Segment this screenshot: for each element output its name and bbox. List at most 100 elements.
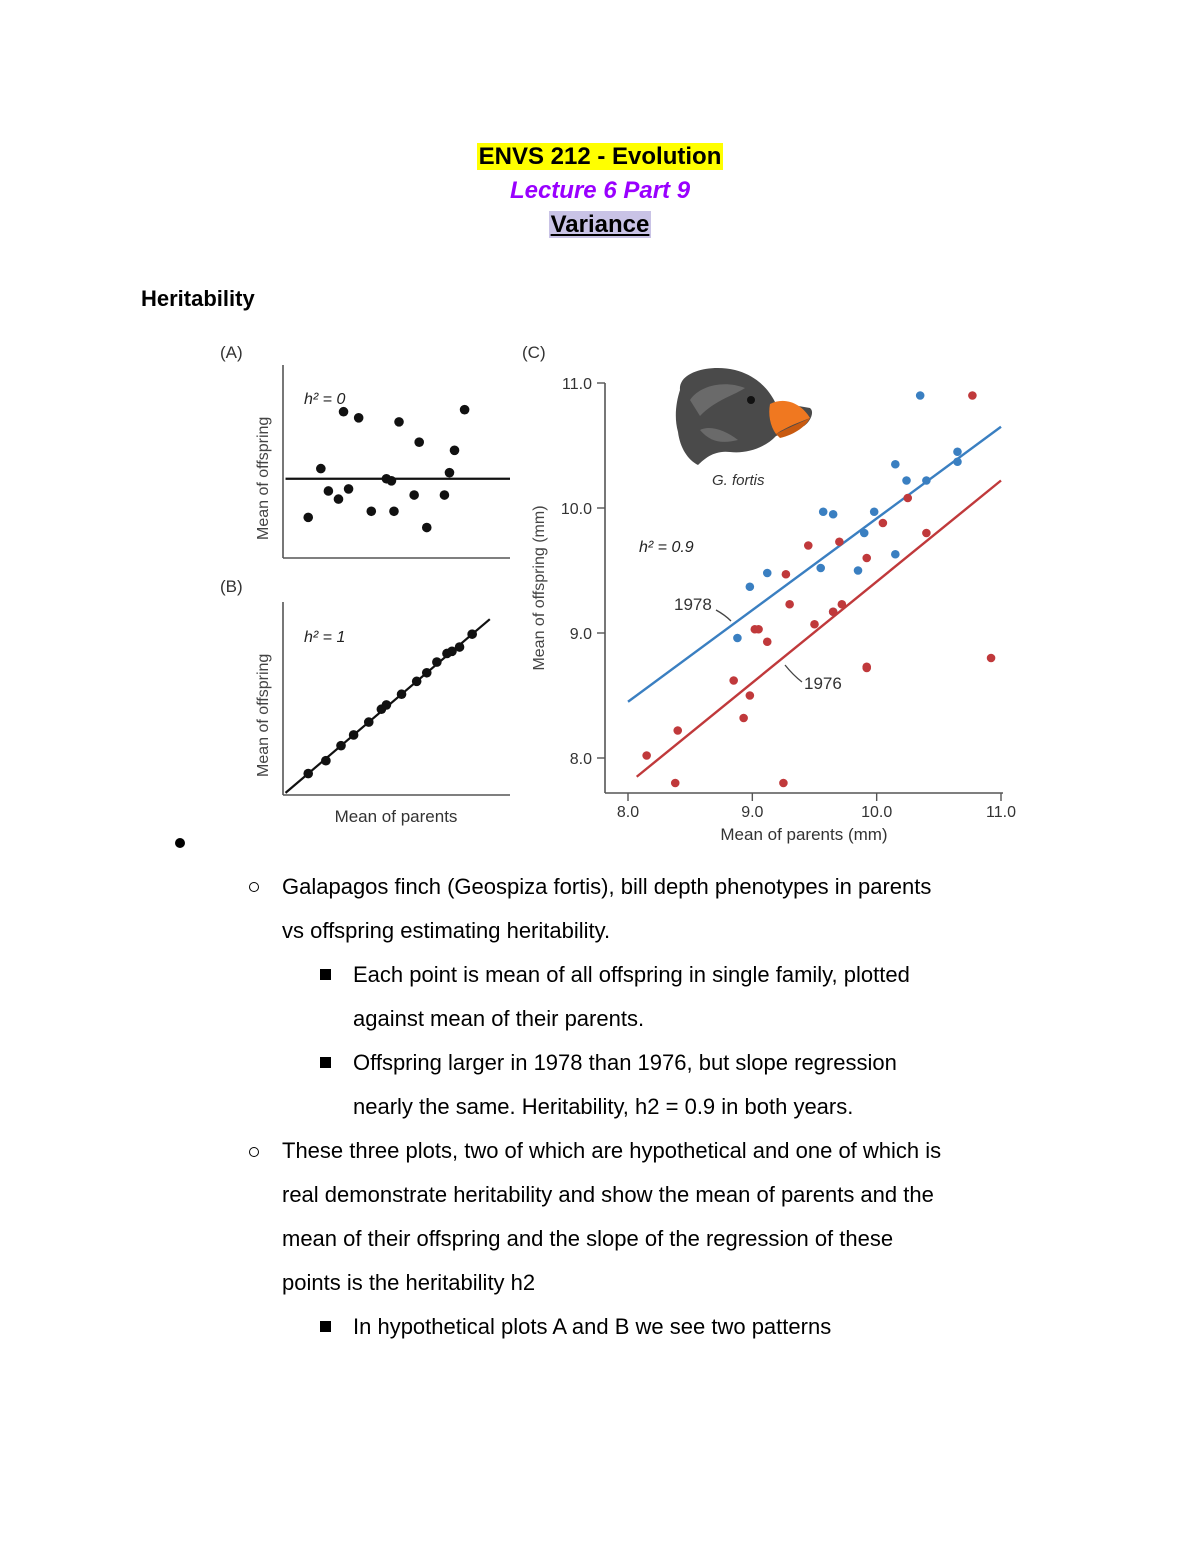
series-1978-point	[891, 459, 900, 469]
series-1978-point	[902, 476, 911, 485]
series-1976-point	[803, 541, 813, 550]
panel-a-point	[353, 413, 364, 423]
level2-bullet	[249, 1147, 259, 1157]
series-1976-point	[922, 528, 931, 538]
series-1976-point	[835, 537, 844, 547]
series-1976-point	[828, 607, 838, 617]
series-1976-point	[642, 751, 651, 760]
panel-b-point	[447, 646, 457, 657]
panel-c-xtick-label: 9.0	[741, 804, 763, 821]
panel-a-point	[323, 486, 334, 496]
panel-a-point	[414, 437, 424, 447]
label-1976: 1976	[804, 674, 842, 693]
panel-a-plot	[285, 404, 510, 533]
series-1978-point	[818, 507, 828, 517]
panel-b-plot	[284, 618, 491, 794]
series-1978-point	[953, 457, 962, 467]
panel-a-point	[303, 512, 314, 523]
series-1978-point	[733, 633, 742, 643]
series-1978-point	[762, 568, 772, 578]
panel-b-xlabel: Mean of parents	[335, 807, 458, 826]
heritability-figure: (A) Mean of offspring h² = 0 (B) Mean of…	[210, 330, 1040, 850]
panel-b-point	[396, 689, 407, 700]
panel-c-ylabel: Mean of offspring (mm)	[531, 505, 548, 670]
panel-b-ylabel: Mean of offspring	[255, 654, 272, 777]
panel-b-point	[421, 667, 432, 678]
panel-c: (C) Mean of offspring (mm) Mean of paren…	[522, 343, 1016, 844]
series-1976-point	[903, 493, 913, 503]
panel-a-point	[366, 506, 377, 517]
series-1978-point	[953, 447, 962, 457]
series-1978-regression-line	[627, 425, 1002, 703]
series-1978-point	[915, 391, 925, 400]
panel-c-annotation: h² = 0.9	[639, 539, 694, 556]
panel-c-label: (C)	[522, 343, 546, 362]
panel-b-point	[454, 642, 465, 652]
panel-c-xtick-label: 10.0	[861, 804, 892, 821]
series-1976-point	[670, 778, 680, 788]
series-1978-point	[891, 549, 900, 559]
label-1978: 1978	[674, 595, 712, 614]
level3-bullet	[320, 969, 331, 980]
course-title: ENVS 212 - Evolution	[476, 143, 724, 170]
label-1976-leader	[784, 664, 803, 683]
series-1976-point	[986, 653, 996, 663]
item-1-line-2: vs offspring estimating heritability.	[282, 918, 611, 943]
item-2-line-2: real demonstrate heritability and show t…	[282, 1182, 934, 1207]
panel-a-point	[409, 490, 419, 500]
panel-a-point	[343, 484, 354, 494]
series-1976-point	[729, 676, 738, 685]
level3-bullet	[320, 1321, 331, 1332]
panel-b-point	[303, 768, 314, 779]
course-title-line: ENVS 212 - Evolution	[0, 140, 1200, 174]
section-heading: Heritability	[141, 286, 255, 311]
panel-b-annotation: h² = 1	[304, 629, 345, 646]
series-1978-point	[922, 476, 931, 485]
panel-c-ytick-label: 10.0	[561, 501, 592, 518]
panel-a-point	[394, 417, 404, 427]
panel-c-plot: 8.0 8.0 9.0 9.0 10.0 10.0 11.0 11.0	[561, 376, 1016, 821]
panel-a-point	[444, 467, 455, 478]
panel-b-point	[381, 700, 392, 710]
panel-b-point	[336, 740, 346, 751]
series-1976-point	[862, 553, 872, 563]
panel-c-ytick-label: 9.0	[570, 626, 592, 643]
panel-c-xtick-label: 8.0	[617, 804, 639, 821]
series-1978-point	[853, 566, 863, 575]
item-2-line-3: mean of their offspring and the slope of…	[282, 1226, 894, 1251]
panel-c-ytick-label: 8.0	[570, 751, 592, 768]
panel-b-label: (B)	[220, 577, 243, 596]
panel-b-point	[363, 717, 374, 727]
series-1976-point	[673, 726, 683, 735]
finch-head-illustration	[675, 368, 813, 465]
panel-a-point	[449, 445, 460, 456]
series-1976-point	[968, 391, 977, 400]
series-1976-regression-line	[635, 479, 1002, 778]
series-1976-point	[762, 637, 772, 647]
panel-a-point	[338, 406, 349, 417]
series-1976-point	[745, 691, 755, 700]
series-1976-point	[739, 713, 748, 723]
series-1976-point	[810, 619, 819, 629]
level2-bullet	[249, 882, 259, 892]
series-1976-point	[837, 599, 847, 609]
lecture-title: Lecture 6 Part 9	[509, 177, 691, 204]
panel-b-point	[467, 629, 477, 639]
series-1978-point	[859, 528, 869, 538]
sub-2-line-1: Offspring larger in 1978 than 1976, but …	[353, 1050, 897, 1075]
panel-a-point	[421, 522, 432, 533]
panel-a-point	[439, 490, 450, 500]
panel-b-point	[432, 657, 442, 667]
item-2-line-4: points is the heritability h2	[282, 1270, 536, 1295]
series-1978-point	[745, 582, 755, 592]
panel-a-point	[316, 463, 326, 474]
panel-a-point	[389, 506, 399, 517]
series-1976-point	[785, 599, 794, 609]
panel-a-point	[386, 476, 397, 486]
panel-c-ytick-label: 11.0	[562, 376, 592, 393]
sub-2-line-2: nearly the same. Heritability, h2 = 0.9 …	[353, 1094, 854, 1119]
label-1978-leader	[715, 609, 732, 622]
document-title-block: ENVS 212 - Evolution Lecture 6 Part 9 Va…	[0, 140, 1200, 242]
panel-b-point	[348, 730, 359, 740]
level1-bullet	[175, 838, 185, 848]
